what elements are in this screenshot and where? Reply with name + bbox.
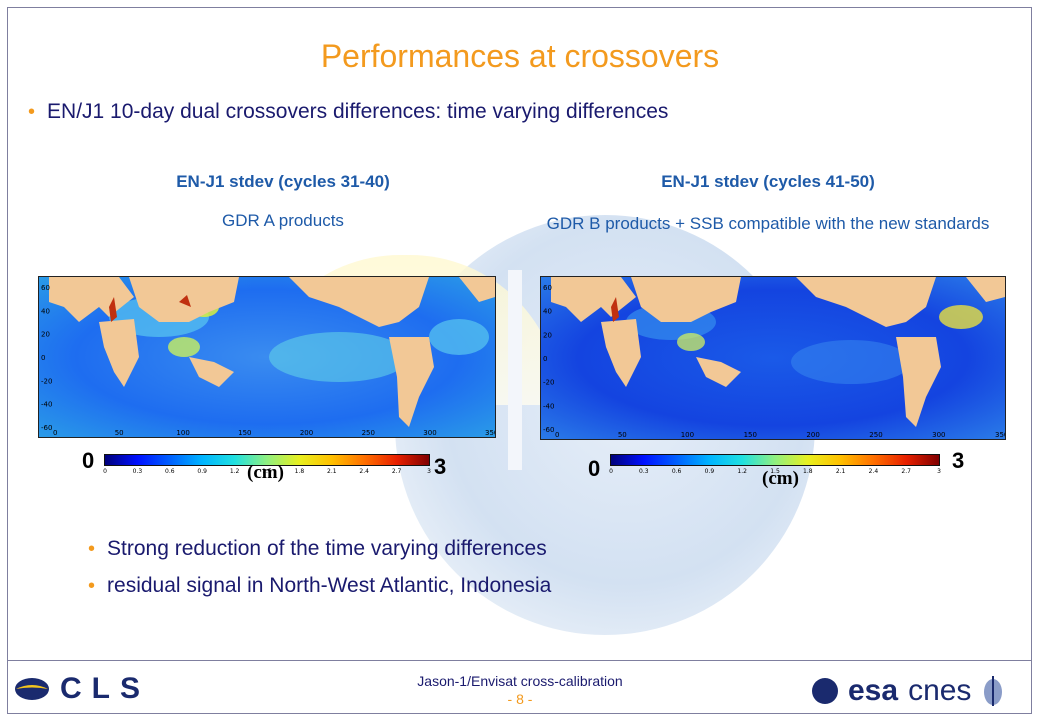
- main-bullet: • EN/J1 10-day dual crossovers differenc…: [28, 100, 668, 124]
- lower-bullet-2: • residual signal in North-West Atlantic…: [88, 574, 551, 598]
- lon-tick-label: 0: [555, 431, 559, 439]
- colorbar-tick-label: 3: [937, 468, 941, 475]
- slide-title: Performances at crossovers: [320, 38, 720, 74]
- left-panel-heading: EN-J1 stdev (cycles 31-40): [176, 172, 390, 191]
- lon-tick-label: 150: [744, 431, 757, 439]
- lat-tick-label: 0: [543, 355, 547, 363]
- colorbar-tick-label: 0.3: [132, 468, 143, 475]
- lon-tick-label: 350: [485, 429, 495, 437]
- left-panel-subtitle: GDR A products: [222, 211, 344, 230]
- lat-tick-label: -40: [41, 401, 52, 409]
- colorbar-tick-label: 1.2: [737, 468, 747, 475]
- footer-title: Jason-1/Envisat cross-calibration: [417, 673, 623, 689]
- colorbar-tick-label: 1.8: [294, 468, 305, 475]
- lat-tick-label: 20: [543, 331, 552, 339]
- colorbar-tick-label: 0: [103, 468, 107, 475]
- lower-bullet-1: • Strong reduction of the time varying d…: [88, 537, 547, 561]
- lon-tick-label: 200: [806, 431, 819, 439]
- background-bar: [508, 270, 522, 470]
- lower-bullet-2-text: residual signal in North-West Atlantic, …: [107, 574, 552, 597]
- main-bullet-text: EN/J1 10-day dual crossovers differences…: [47, 100, 669, 123]
- esa-cnes-logo: esa cnes: [812, 674, 1005, 708]
- right-panel-heading: EN-J1 stdev (cycles 41-50): [661, 172, 875, 191]
- colorbar-tick-label: 2.4: [868, 468, 879, 475]
- lat-tick-label: 40: [41, 307, 50, 315]
- footer: Jason-1/Envisat cross-calibration - 8 -: [0, 672, 1040, 708]
- lat-tick-label: 60: [41, 284, 50, 292]
- bullet-dot-icon: •: [88, 538, 96, 560]
- right-colorbar: 0 0.3 0.6 0.9 1.2 1.5 1.8 2.1 2.4 2.7 3: [609, 454, 941, 475]
- colorbar-tick-label: 0: [609, 468, 613, 475]
- lat-tick-label: -60: [41, 424, 52, 432]
- bullet-dot-icon: •: [28, 101, 36, 123]
- colorbar-tick-label: 1.8: [803, 468, 813, 475]
- lon-tick-label: 150: [238, 429, 251, 437]
- lat-tick-label: -20: [41, 377, 52, 385]
- lon-tick-label: 0: [53, 429, 57, 437]
- lat-tick-label: 40: [543, 308, 552, 316]
- colorbar-tick-label: 2.4: [359, 468, 369, 475]
- right-panel-subtitle: GDR B products + SSB compatible with the…: [546, 214, 990, 233]
- cls-swoosh-icon: [15, 678, 49, 700]
- colorbar-tick-label: 3: [427, 468, 431, 475]
- colorbar-tick-label: 2.7: [901, 468, 911, 475]
- lon-tick-label: 100: [681, 431, 694, 439]
- colorbar-tick-label: 1.5: [262, 468, 272, 475]
- colorbar-tick-label: 1.2: [229, 468, 240, 475]
- lat-tick-label: 0: [41, 354, 45, 362]
- lon-tick-label: 50: [618, 431, 627, 439]
- lower-bullet-1-text: Strong reduction of the time varying dif…: [107, 537, 547, 560]
- bullet-dot-icon: •: [88, 575, 96, 597]
- colorbar-tick-label: 0.9: [197, 468, 207, 475]
- lon-tick-label: 250: [869, 431, 882, 439]
- page-number: - 8 -: [507, 691, 533, 707]
- cnes-logo-text: cnes: [908, 674, 972, 707]
- lat-tick-label: -40: [543, 402, 554, 410]
- colorbar-tick-label: 1.5: [770, 468, 780, 475]
- right-colorbar-max: 3: [952, 448, 965, 473]
- lon-tick-label: 200: [300, 429, 313, 437]
- colorbar-tick-label: 2.1: [327, 468, 337, 475]
- esa-logo-text: esa: [848, 674, 899, 707]
- slide-frame: [7, 7, 1032, 714]
- colorbar-tick-label: 2.1: [835, 468, 846, 475]
- lon-tick-label: 300: [423, 429, 436, 437]
- lat-tick-label: 20: [41, 331, 50, 339]
- cls-logo: CLS: [14, 672, 150, 705]
- right-colorbar-unit: (cm): [762, 468, 799, 489]
- lat-tick-label: -60: [543, 426, 554, 434]
- lon-tick-label: 300: [932, 431, 945, 439]
- left-colorbar-unit: (cm): [247, 462, 284, 483]
- colorbar-tick-label: 2.7: [391, 468, 402, 475]
- colorbar-tick-label: 0.6: [671, 468, 682, 475]
- lon-tick-label: 100: [176, 429, 189, 437]
- left-colorbar-max: 3: [434, 454, 447, 479]
- colorbar-tick-label: 0.3: [639, 468, 649, 475]
- colorbar-tick-label: 0.6: [165, 468, 175, 475]
- left-colorbar: 0 0.3 0.6 0.9 1.2 1.5 1.8 2.1 2.4 2.7 3: [103, 454, 431, 475]
- footer-divider: [7, 660, 1032, 661]
- right-colorbar-min: 0: [588, 456, 601, 481]
- lon-tick-label: 350: [995, 431, 1005, 439]
- lat-tick-label: 60: [543, 284, 552, 292]
- left-colorbar-min: 0: [82, 448, 95, 473]
- lon-tick-label: 50: [115, 429, 124, 437]
- cls-logo-text: CLS: [60, 672, 150, 705]
- cnes-rocket-icon: [984, 676, 1003, 706]
- lon-tick-label: 250: [362, 429, 375, 437]
- colorbar-tick-label: 0.9: [704, 468, 715, 475]
- lat-tick-label: -20: [543, 379, 554, 387]
- esa-globe-icon: [812, 678, 838, 704]
